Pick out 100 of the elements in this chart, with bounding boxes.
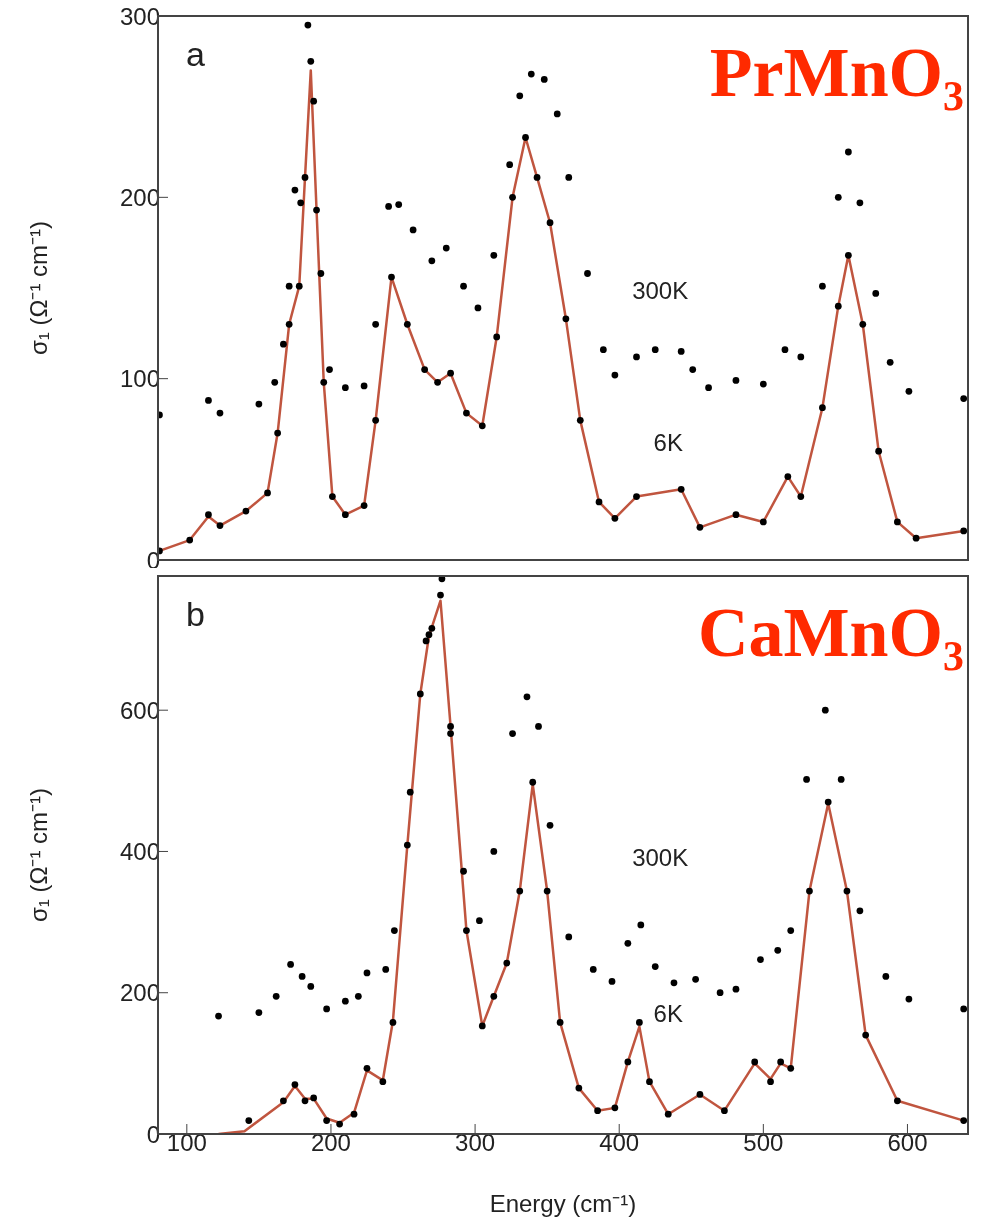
- point: [317, 270, 325, 277]
- point: [463, 409, 470, 417]
- point: [624, 939, 632, 947]
- point: [388, 273, 395, 281]
- point: [677, 485, 685, 493]
- point: [759, 380, 767, 388]
- y-axis-title: σ₁ (Ω⁻¹ cm⁻¹): [24, 220, 52, 356]
- point: [425, 631, 433, 638]
- point: [463, 927, 470, 934]
- point: [216, 522, 224, 529]
- point: [255, 400, 263, 408]
- point: [372, 320, 380, 328]
- point: [636, 1019, 643, 1026]
- point: [824, 798, 832, 806]
- point: [205, 511, 212, 519]
- point: [395, 201, 403, 208]
- point: [428, 624, 436, 632]
- point: [516, 92, 524, 100]
- point: [875, 447, 883, 455]
- point: [323, 1005, 331, 1013]
- point: [350, 1110, 358, 1118]
- point: [721, 1107, 728, 1115]
- annotation: 300K: [632, 844, 689, 872]
- point: [285, 282, 293, 290]
- point: [872, 290, 880, 297]
- point: [533, 174, 541, 181]
- annotation: CaMnO₃: [698, 594, 964, 671]
- point: [844, 251, 852, 259]
- point: [274, 429, 282, 437]
- point: [271, 378, 279, 386]
- point: [421, 366, 429, 373]
- point: [529, 778, 537, 786]
- point: [886, 358, 894, 366]
- point: [821, 706, 829, 714]
- point: [310, 1094, 318, 1102]
- point: [595, 498, 603, 506]
- point: [646, 1078, 653, 1086]
- point: [323, 1117, 331, 1124]
- point: [409, 226, 417, 234]
- point: [474, 304, 482, 312]
- point: [363, 1064, 371, 1072]
- point: [837, 776, 845, 783]
- point: [611, 1104, 619, 1112]
- point: [834, 193, 842, 201]
- point: [696, 1091, 704, 1098]
- point: [460, 867, 467, 875]
- annotation: a: [186, 35, 205, 73]
- point: [834, 302, 842, 310]
- point: [307, 57, 315, 65]
- point: [516, 887, 524, 895]
- point: [677, 348, 685, 355]
- point: [844, 148, 852, 156]
- point: [819, 282, 826, 290]
- point: [422, 637, 430, 645]
- point: [272, 992, 280, 1000]
- point: [280, 1097, 287, 1105]
- point: [594, 1107, 601, 1115]
- point: [304, 21, 312, 29]
- point: [797, 353, 805, 361]
- point: [447, 723, 454, 730]
- point: [716, 989, 724, 997]
- point: [509, 193, 516, 201]
- point: [784, 473, 792, 480]
- point: [295, 282, 303, 290]
- point: [905, 387, 913, 395]
- point: [506, 161, 514, 169]
- point: [360, 502, 368, 509]
- point: [774, 946, 782, 954]
- point: [540, 76, 548, 83]
- point: [428, 257, 436, 265]
- point: [624, 1058, 632, 1066]
- point: [565, 174, 573, 181]
- point: [329, 493, 336, 500]
- point: [960, 527, 968, 535]
- point: [565, 933, 573, 941]
- point: [960, 1005, 968, 1013]
- point: [893, 518, 901, 526]
- annotation: 6K: [653, 1000, 683, 1028]
- point: [406, 788, 414, 796]
- point: [509, 730, 516, 737]
- point: [757, 956, 764, 963]
- point: [546, 219, 554, 227]
- point: [280, 340, 287, 348]
- point: [905, 995, 913, 1003]
- point: [759, 518, 767, 526]
- point: [843, 887, 851, 895]
- point: [562, 315, 570, 323]
- point: [611, 371, 619, 379]
- point: [490, 848, 498, 855]
- point: [490, 992, 498, 1000]
- point: [633, 353, 640, 361]
- point: [385, 203, 392, 210]
- point: [447, 369, 454, 377]
- point: [476, 917, 483, 925]
- point: [777, 1058, 785, 1066]
- point: [416, 690, 424, 698]
- annotation: PrMnO₃: [709, 34, 964, 111]
- point: [264, 489, 271, 497]
- point: [447, 730, 454, 737]
- point: [390, 927, 398, 934]
